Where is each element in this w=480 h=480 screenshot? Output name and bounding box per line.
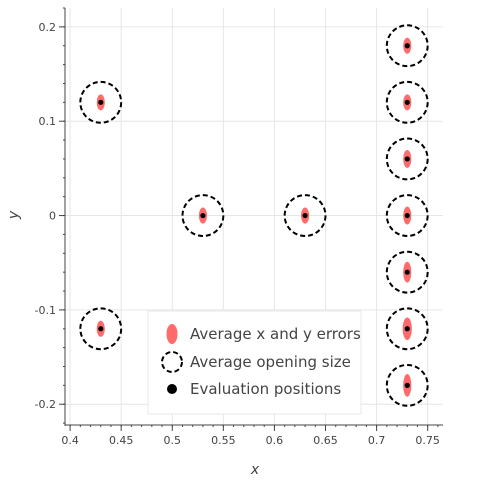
x-tick-label: 0.7 bbox=[368, 434, 386, 447]
x-tick-label: 0.65 bbox=[313, 434, 338, 447]
evaluation-point bbox=[404, 212, 410, 219]
evaluation-point bbox=[404, 382, 410, 388]
evaluation-point bbox=[404, 269, 410, 275]
evaluation-point bbox=[98, 99, 104, 105]
y-tick-label: -0.2 bbox=[35, 398, 56, 411]
x-tick-label: 0.75 bbox=[415, 434, 440, 447]
opening-circle bbox=[79, 307, 123, 351]
opening-circle bbox=[385, 137, 429, 181]
evaluation-point bbox=[404, 326, 410, 332]
x-tick-label: 0.5 bbox=[164, 434, 182, 447]
x-tick-label: 0.55 bbox=[211, 434, 236, 447]
opening-circle bbox=[385, 363, 429, 407]
legend-swatch-errors bbox=[166, 324, 178, 344]
opening-circle bbox=[385, 80, 429, 124]
legend-swatch-opening bbox=[161, 351, 183, 373]
opening-circle bbox=[385, 194, 429, 237]
legend-label-errors: Average x and y errors bbox=[190, 325, 361, 343]
evaluation-point bbox=[404, 43, 410, 49]
evaluation-point bbox=[302, 212, 308, 219]
x-axis-label: x bbox=[250, 462, 260, 478]
y-axis-label: y bbox=[6, 210, 22, 220]
legend-background bbox=[147, 310, 362, 415]
evaluation-point bbox=[404, 99, 410, 105]
opening-circle bbox=[385, 250, 429, 294]
opening-circle bbox=[79, 80, 123, 124]
y-tick-label: 0 bbox=[49, 210, 56, 223]
x-tick-label: 0.6 bbox=[266, 434, 284, 447]
x-tick-label: 0.4 bbox=[61, 434, 79, 447]
y-tick-label: -0.1 bbox=[35, 304, 56, 317]
legend-swatch-evaluation bbox=[167, 384, 177, 394]
legend-label-evaluation: Evaluation positions bbox=[190, 380, 341, 398]
axes: 0.4 0.45 0.5 0.55 0.6 0.65 0.7 0.75 -0.2 -0.1 0 0.1… bbox=[35, 7, 443, 447]
evaluation-point bbox=[98, 326, 104, 332]
x-tick-label: 0.45 bbox=[109, 434, 134, 447]
opening-circle bbox=[181, 194, 225, 237]
y-tick-label: 0.2 bbox=[39, 21, 57, 34]
opening-circle bbox=[385, 307, 429, 351]
opening-circle bbox=[385, 24, 429, 68]
data-marks bbox=[79, 24, 429, 407]
evaluation-point bbox=[200, 212, 206, 219]
legend: Average x and y errors Average opening s… bbox=[147, 310, 362, 415]
legend-label-opening: Average opening size bbox=[190, 353, 351, 371]
evaluation-point bbox=[404, 156, 410, 162]
opening-circle bbox=[283, 194, 327, 237]
y-tick-label: 0.1 bbox=[39, 115, 57, 128]
